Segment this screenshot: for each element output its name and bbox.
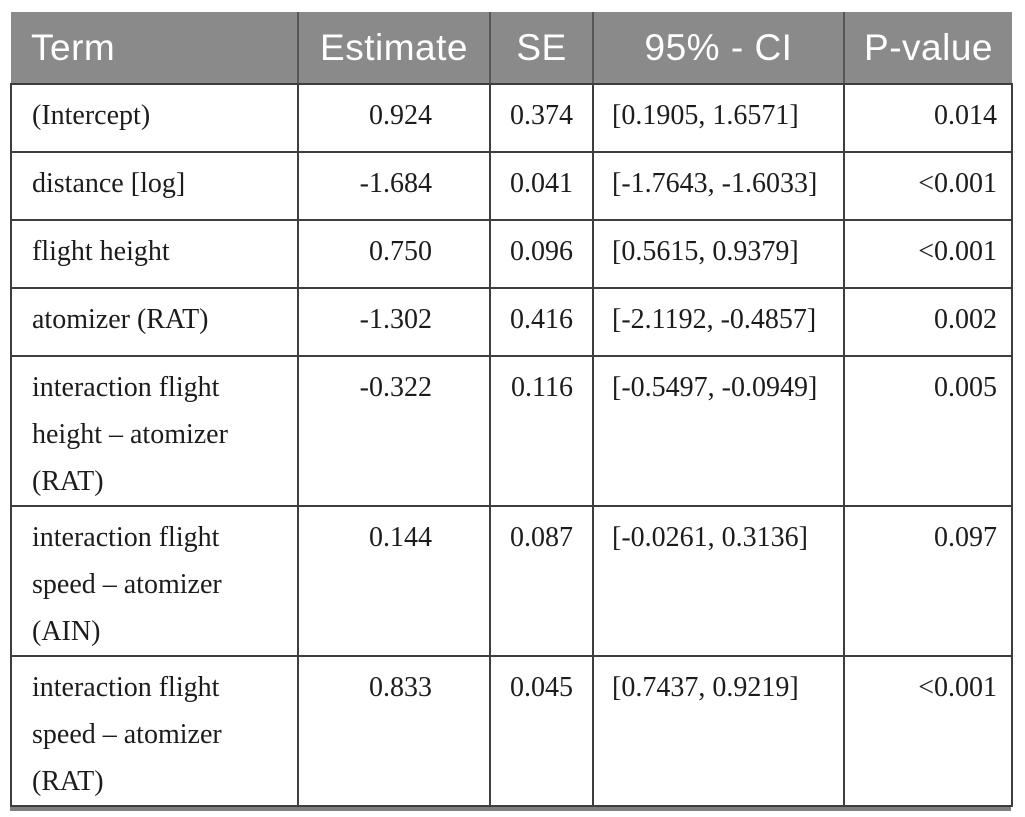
results-table: Term Estimate SE 95% - CI P-value (Inter… [10,12,1013,807]
ci-cell: [-2.1192, -0.4857] [592,287,845,357]
se-cell: 0.045 [489,655,594,807]
ci-cell: [-1.7643, -1.6033] [592,151,845,221]
ci-cell: [0.5615, 0.9379] [592,219,845,289]
se-cell: 0.041 [489,151,594,221]
pvalue-cell: 0.014 [843,83,1013,153]
se-cell: 0.374 [489,83,594,153]
header-cell-term: Term [11,12,299,85]
pvalue-cell: <0.001 [843,655,1013,807]
se-cell: 0.096 [489,219,594,289]
estimate-cell: 0.144 [297,505,491,657]
table-row: interaction flight speed – atomizer (AIN… [10,505,1013,657]
term-cell: atomizer (RAT) [10,287,299,357]
se-cell: 0.416 [489,287,594,357]
estimate-cell: 0.924 [297,83,491,153]
table-header-row: Term Estimate SE 95% - CI P-value [11,12,1012,85]
header-cell-estimate: Estimate [298,12,491,85]
term-cell: flight height [10,219,299,289]
ci-cell: [0.1905, 1.6571] [592,83,845,153]
se-cell: 0.116 [489,355,594,507]
estimate-cell: -1.302 [297,287,491,357]
table-row: atomizer (RAT) -1.302 0.416 [-2.1192, -0… [10,287,1013,357]
pvalue-cell: 0.002 [843,287,1013,357]
pvalue-cell: 0.097 [843,505,1013,657]
term-cell: interaction flight speed – atomizer (AIN… [10,505,299,657]
se-cell: 0.087 [489,505,594,657]
estimate-cell: -0.322 [297,355,491,507]
header-cell-pvalue: P-value [844,12,1012,85]
pvalue-cell: <0.001 [843,151,1013,221]
estimate-cell: 0.833 [297,655,491,807]
estimate-cell: -1.684 [297,151,491,221]
header-cell-se: SE [490,12,594,85]
table-row: (Intercept) 0.924 0.374 [0.1905, 1.6571]… [10,83,1013,153]
table-row: interaction flight speed – atomizer (RAT… [10,655,1013,807]
term-cell: (Intercept) [10,83,299,153]
term-cell: distance [log] [10,151,299,221]
table-row: distance [log] -1.684 0.041 [-1.7643, -1… [10,151,1013,221]
table-row: interaction flight height – atomizer (RA… [10,355,1013,507]
pvalue-cell: <0.001 [843,219,1013,289]
ci-cell: [-0.0261, 0.3136] [592,505,845,657]
table-row: flight height 0.750 0.096 [0.5615, 0.937… [10,219,1013,289]
ci-cell: [-0.5497, -0.0949] [592,355,845,507]
regression-results-table: Term Estimate SE 95% - CI P-value (Inter… [10,12,1013,811]
ci-cell: [0.7437, 0.9219] [592,655,845,807]
term-cell: interaction flight height – atomizer (RA… [10,355,299,507]
pvalue-cell: 0.005 [843,355,1013,507]
estimate-cell: 0.750 [297,219,491,289]
header-cell-ci: 95% - CI [593,12,845,85]
term-cell: interaction flight speed – atomizer (RAT… [10,655,299,807]
